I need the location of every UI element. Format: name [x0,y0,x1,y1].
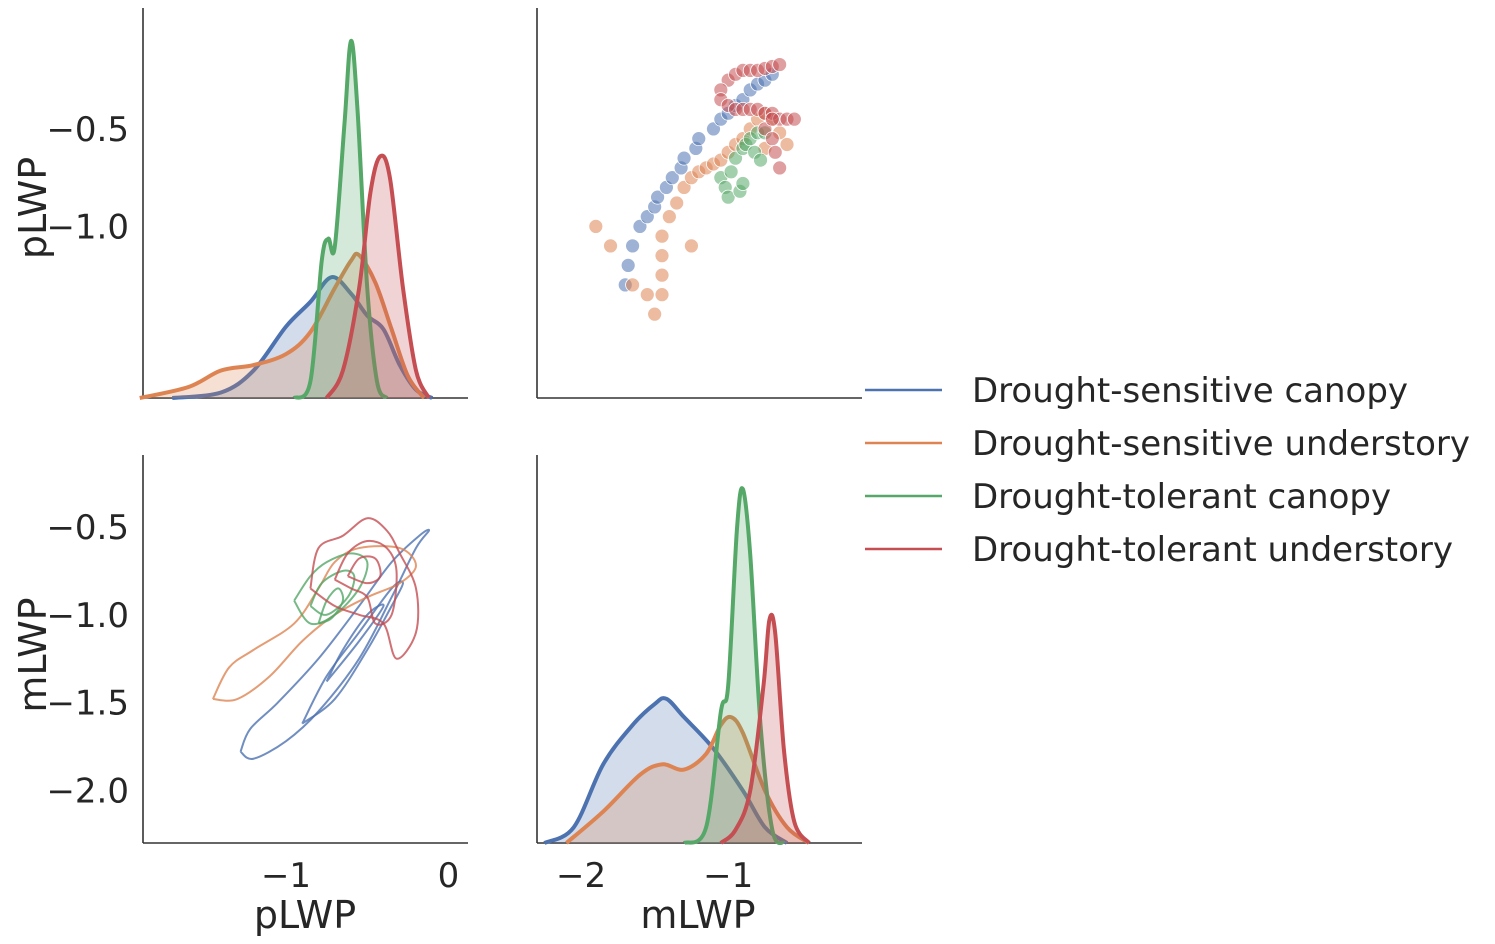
p00-ytick-label-1: −1.0 [46,207,129,247]
scatter-point-1-1 [603,238,618,254]
scatter-point-3-21 [764,131,780,147]
scatter-point-1-5 [654,287,670,303]
p10-ytick-label-2: −1.5 [46,684,129,724]
p10-xtick-label-0: −1 [261,856,311,896]
scatter-point-1-0 [588,218,604,234]
row1-ylabel: mLWP [11,597,55,712]
legend-label-2: Drought-tolerant canopy [972,477,1391,517]
scatter-point-3-19 [786,111,802,127]
p11-kde-line-3 [719,612,811,845]
scatter-point-3-24 [764,111,780,127]
contour-0-2 [325,603,385,683]
contour-3-2 [346,555,382,585]
p11-kde-line-2 [682,486,786,846]
scatter-point-1-7 [654,248,670,264]
scatter-point-2-13 [735,176,751,191]
p11-xtick-label-0: −2 [556,856,606,896]
col1-xlabel: mLWP [640,893,755,937]
scatter-point-0-2 [625,238,640,254]
legend: Drought-sensitive canopy Drought-sensitiv… [865,371,1470,570]
row0-ylabel: pLWP [11,157,55,259]
p11-xtick-label-1: −1 [703,856,753,896]
panel-mLWP-vs-pLWP-scatter [536,8,862,399]
col0-xlabel: pLWP [254,893,356,937]
scatter-point-1-9 [661,209,677,225]
panel-pLWP-vs-mLWP-kde2d: −0.5 −1.0 −1.5 −2.0 −1 0 [46,455,468,896]
p11-kde-fill-2 [684,488,785,844]
scatter-point-2-11 [753,152,768,168]
scatter-point-1-26 [684,238,699,254]
p10-ytick-label-0: −0.5 [46,508,129,548]
scatter-point-3-23 [772,160,788,176]
scatter-point-0-10 [676,150,692,166]
legend-label-0: Drought-sensitive canopy [972,371,1408,411]
p00-kde-line-1 [139,251,426,400]
p00-kde-line-0 [172,275,434,400]
contour-3-0 [309,517,420,660]
scatter-point-0-12 [691,131,707,147]
panel-mLWP-kde: −2 −1 [536,455,862,896]
scatter-point-1-2 [625,277,640,293]
scatter-point-1-6 [654,267,670,283]
p11-kde-fill-0 [544,698,787,843]
p00-kde-fill-2 [294,40,387,399]
panel-pLWP-kde: −0.5 −1.0 [46,8,468,400]
scatter-point-0-1 [620,257,636,273]
p10-ytick-label-3: −2.0 [46,771,129,811]
scatter-point-2-2 [720,189,736,205]
p00-kde-line-3 [324,153,431,400]
scatter-point-0-6 [650,189,665,205]
scatter-point-1-10 [669,195,685,211]
scatter-point-1-3 [639,287,655,303]
scatter-point-0-8 [664,170,680,186]
p00-kde-fill-1 [139,253,425,398]
p10-xtick-label-1: 0 [438,856,460,896]
scatter-point-1-25 [779,137,795,152]
contour-2-2 [317,587,345,625]
legend-label-3: Drought-tolerant understory [972,530,1453,570]
legend-label-1: Drought-sensitive understory [972,424,1470,464]
p10-ytick-label-1: −1.0 [46,596,129,636]
p00-ytick-label-0: −0.5 [46,110,129,150]
scatter-point-3-22 [767,144,783,160]
scatter-point-3-7 [772,57,788,72]
contour-0-0 [239,528,431,760]
scatter-point-1-4 [647,306,663,322]
p00-kde-line-2 [292,38,389,400]
scatter-point-1-8 [654,228,670,244]
contour-3-1 [333,539,398,626]
p00-kde-fill-0 [172,277,433,398]
scatter-point-2-3 [723,164,739,180]
contour-2-0 [293,552,369,626]
contour-2-1 [309,569,356,616]
contour-1-0 [211,545,418,702]
